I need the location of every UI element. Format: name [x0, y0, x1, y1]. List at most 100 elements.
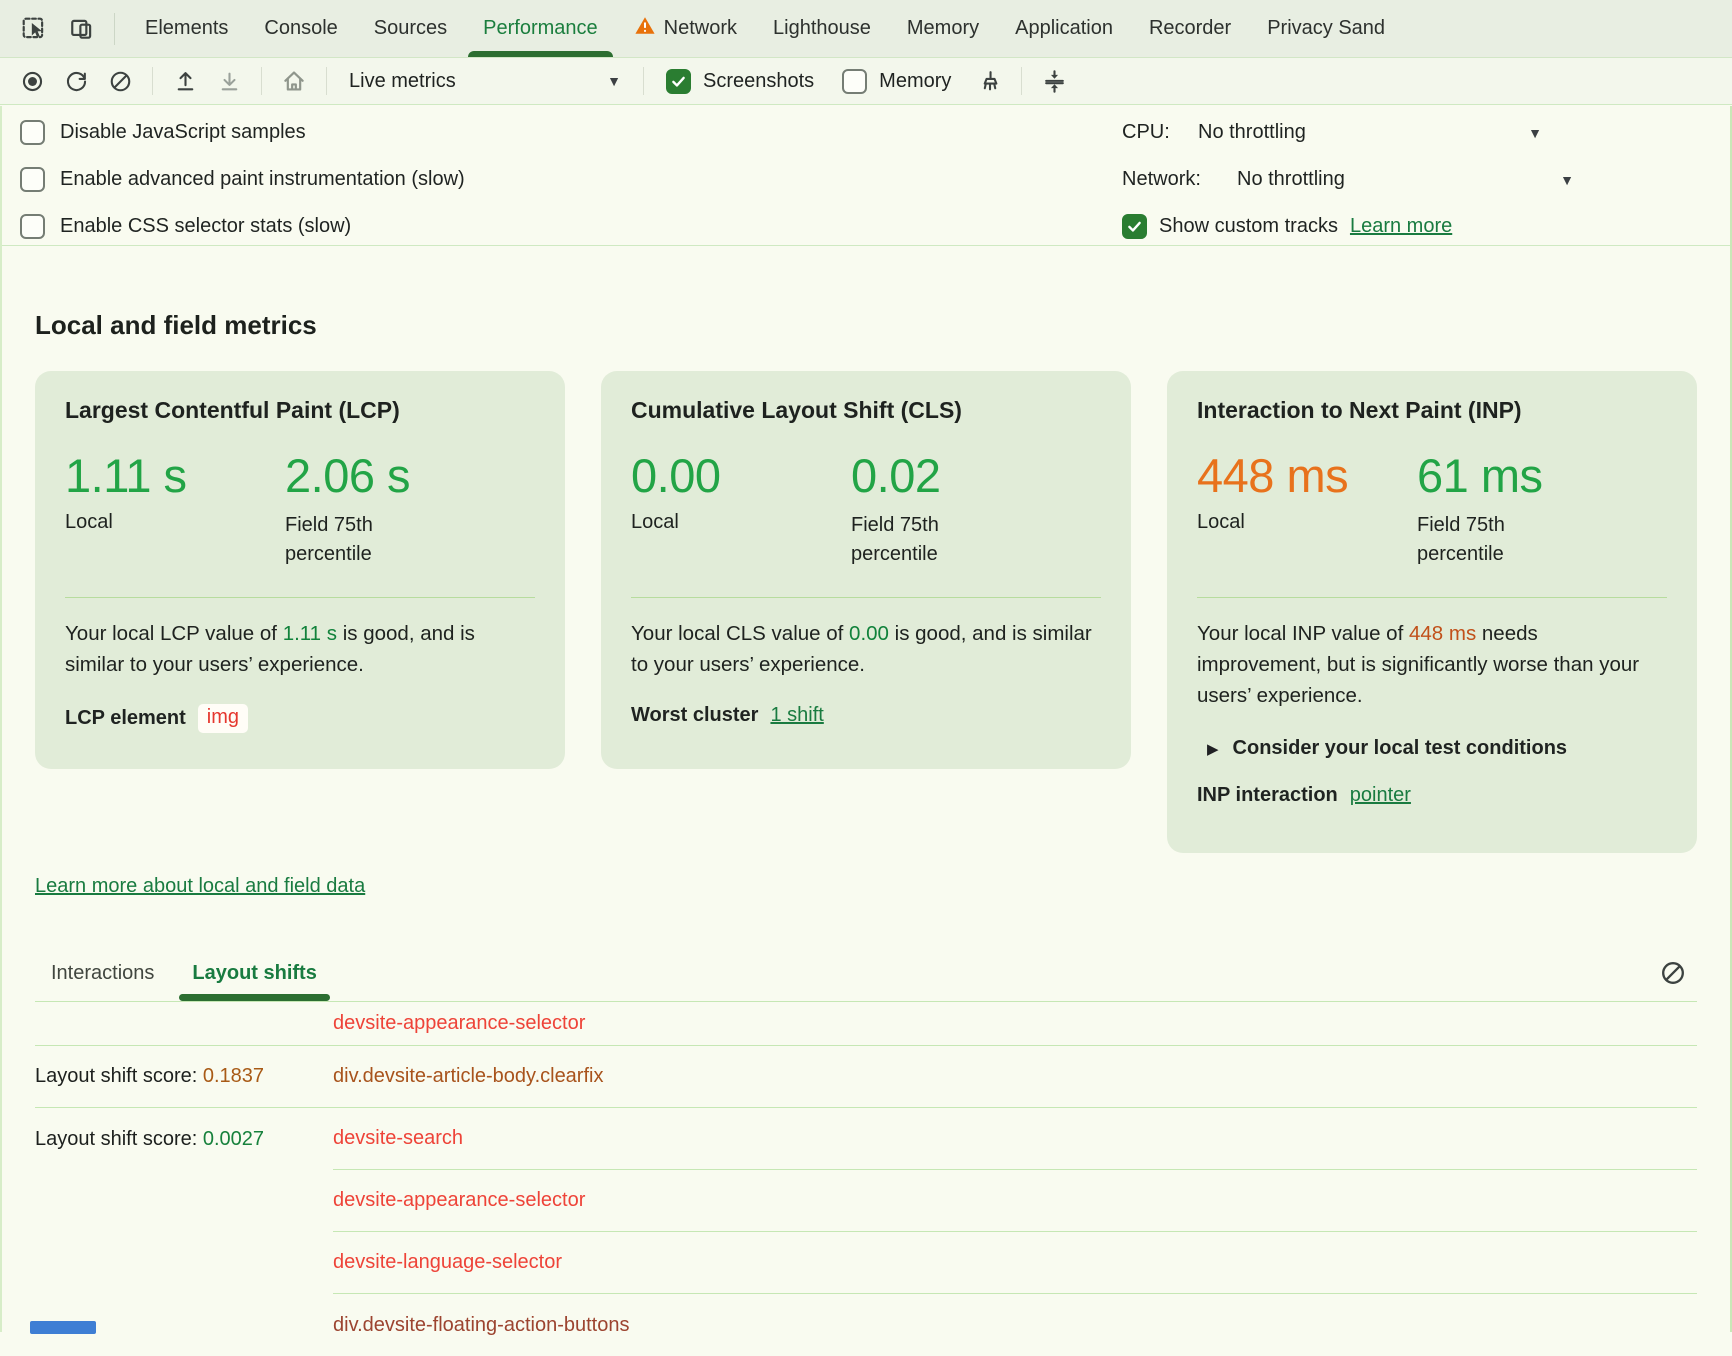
lcp-element-label: LCP element	[65, 707, 186, 729]
tab-sources[interactable]: Sources	[373, 17, 448, 39]
upload-profile-button[interactable]	[165, 61, 205, 101]
layout-shift-row[interactable]: devsite-appearance-selector	[35, 1170, 1697, 1232]
cls-description: Your local CLS value of 0.00 is good, an…	[631, 622, 1092, 676]
device-toolbar-icon	[71, 19, 92, 39]
layout-shift-row[interactable]: devsite-appearance-selector	[35, 1002, 1697, 1046]
learn-more-field-data-link[interactable]: Learn more about local and field data	[35, 875, 366, 897]
css-selector-stats-checkbox[interactable]: Enable CSS selector stats (slow)	[20, 212, 465, 241]
clear-log-button[interactable]	[1653, 953, 1693, 993]
performance-toolbar: Live metrics ▼ Screenshots Memory	[0, 58, 1732, 105]
memory-checkbox[interactable]: Memory	[842, 68, 951, 94]
lcp-element-node-link[interactable]: img	[197, 704, 249, 733]
screenshots-checkbox[interactable]: Screenshots	[666, 68, 814, 94]
bottom-scroll-indicator	[30, 1321, 96, 1334]
local-test-conditions-disclosure[interactable]: ▶ Consider your local test conditions	[1207, 737, 1568, 759]
active-tab-underline	[179, 994, 330, 1001]
metric-cards: Largest Contentful Paint (LCP) 1.11 s Lo…	[35, 371, 1697, 853]
collapse-widgets-button[interactable]	[1034, 61, 1074, 101]
live-metrics-view: Local and field metrics Largest Contentf…	[0, 246, 1732, 1356]
shift-element-link[interactable]: devsite-appearance-selector	[333, 1012, 586, 1034]
divider	[152, 67, 153, 95]
inp-field-value: 61 ms	[1417, 449, 1543, 502]
layout-shift-row[interactable]: devsite-language-selector	[35, 1232, 1697, 1294]
divider	[65, 597, 535, 598]
local-label: Local	[631, 511, 679, 533]
collect-garbage-button[interactable]	[969, 61, 1009, 101]
network-throttling-select[interactable]: Network: No throttling ▼	[1122, 168, 1574, 190]
shift-element-link[interactable]: devsite-appearance-selector	[333, 1189, 586, 1211]
tab-recorder[interactable]: Recorder	[1148, 17, 1232, 39]
divider	[1197, 597, 1667, 598]
custom-tracks-learn-more-link[interactable]: Learn more	[1349, 215, 1453, 237]
tab-privacy-sandbox[interactable]: Privacy Sand	[1267, 17, 1386, 39]
advanced-paint-instrumentation-checkbox[interactable]: Enable advanced paint instrumentation (s…	[20, 165, 465, 194]
download-profile-button[interactable]	[209, 61, 249, 101]
capture-options: Disable JavaScript samples Enable advanc…	[20, 118, 465, 241]
tab-layout-shifts[interactable]: Layout shifts	[176, 945, 332, 1001]
divider	[326, 67, 327, 95]
inp-description: Your local INP value of 448 ms needs imp…	[1197, 622, 1640, 707]
worst-cluster-link[interactable]: 1 shift	[770, 704, 824, 726]
tab-performance[interactable]: Performance	[465, 0, 616, 57]
block-icon	[110, 71, 130, 91]
shift-element-link[interactable]: div.devsite-floating-action-buttons	[333, 1313, 630, 1336]
panel-tabs: Elements Console Sources Performance Net…	[127, 0, 1403, 57]
tab-console[interactable]: Console	[264, 17, 338, 39]
checkbox-unchecked-icon	[20, 167, 45, 192]
divider	[114, 12, 115, 45]
active-tab-underline	[468, 51, 613, 57]
shift-element-link[interactable]: devsite-language-selector	[333, 1251, 563, 1273]
cpu-throttling-select[interactable]: CPU: No throttling ▼	[1122, 121, 1542, 143]
chevron-down-icon: ▼	[607, 73, 621, 89]
warning-icon	[634, 15, 656, 42]
field-label: Field 75th percentile	[285, 514, 373, 565]
capture-settings: Disable JavaScript samples Enable advanc…	[0, 105, 1732, 246]
chevron-down-icon: ▼	[1528, 124, 1542, 141]
lcp-card: Largest Contentful Paint (LCP) 1.11 s Lo…	[35, 371, 565, 769]
home-button[interactable]	[274, 61, 314, 101]
panel-right-border	[1730, 106, 1732, 1332]
layout-shift-row[interactable]: Layout shift score: 0.0027 devsite-searc…	[35, 1108, 1697, 1170]
tab-application[interactable]: Application	[1015, 17, 1113, 39]
tab-bar-icons	[0, 9, 102, 49]
checkbox-checked-icon[interactable]	[1122, 214, 1147, 239]
tab-memory[interactable]: Memory	[906, 17, 980, 39]
inp-local-value: 448 ms	[1197, 449, 1349, 502]
cls-card: Cumulative Layout Shift (CLS) 0.00 Local…	[601, 371, 1131, 769]
reload-and-record-button[interactable]	[56, 61, 96, 101]
inp-interaction-link[interactable]: pointer	[1349, 784, 1411, 806]
divider	[643, 67, 644, 95]
live-metrics-select[interactable]: Live metrics ▼	[349, 69, 621, 92]
reload-icon	[66, 71, 86, 91]
layout-shift-row[interactable]: div.devsite-floating-action-buttons	[35, 1294, 1697, 1356]
inp-card: Interaction to Next Paint (INP) 448 ms L…	[1167, 371, 1697, 853]
divider	[631, 597, 1101, 598]
inp-interaction-label: INP interaction	[1197, 784, 1338, 806]
clear-button[interactable]	[100, 61, 140, 101]
cls-card-title: Cumulative Layout Shift (CLS)	[631, 397, 962, 423]
inp-card-title: Interaction to Next Paint (INP)	[1197, 397, 1522, 423]
layout-shift-row[interactable]: Layout shift score: 0.1837 div.devsite-a…	[35, 1046, 1697, 1108]
record-icon	[22, 71, 42, 91]
shift-element-link[interactable]: div.devsite-article-body.clearfix	[333, 1065, 604, 1087]
tab-elements[interactable]: Elements	[145, 17, 229, 39]
lcp-card-title: Largest Contentful Paint (LCP)	[65, 397, 400, 423]
lcp-description: Your local LCP value of 1.11 s is good, …	[65, 622, 475, 676]
shift-element-link[interactable]: devsite-search	[333, 1127, 464, 1149]
divider	[261, 67, 262, 95]
worst-cluster-label: Worst cluster	[631, 704, 759, 726]
record-button[interactable]	[12, 61, 52, 101]
disable-js-samples-checkbox[interactable]: Disable JavaScript samples	[20, 118, 465, 147]
checkbox-unchecked-icon	[20, 214, 45, 239]
show-custom-tracks-row: Show custom tracks Learn more	[1122, 212, 1574, 241]
block-icon	[1662, 962, 1684, 984]
tab-network[interactable]: Network	[616, 0, 755, 57]
inspect-element-button[interactable]	[14, 9, 54, 49]
local-label: Local	[1197, 511, 1245, 533]
device-toolbar-button[interactable]	[62, 9, 102, 49]
lcp-field-value: 2.06 s	[285, 449, 411, 502]
tab-interactions[interactable]: Interactions	[51, 961, 155, 984]
field-label: Field 75th percentile	[851, 514, 939, 565]
tab-lighthouse[interactable]: Lighthouse	[773, 17, 871, 39]
